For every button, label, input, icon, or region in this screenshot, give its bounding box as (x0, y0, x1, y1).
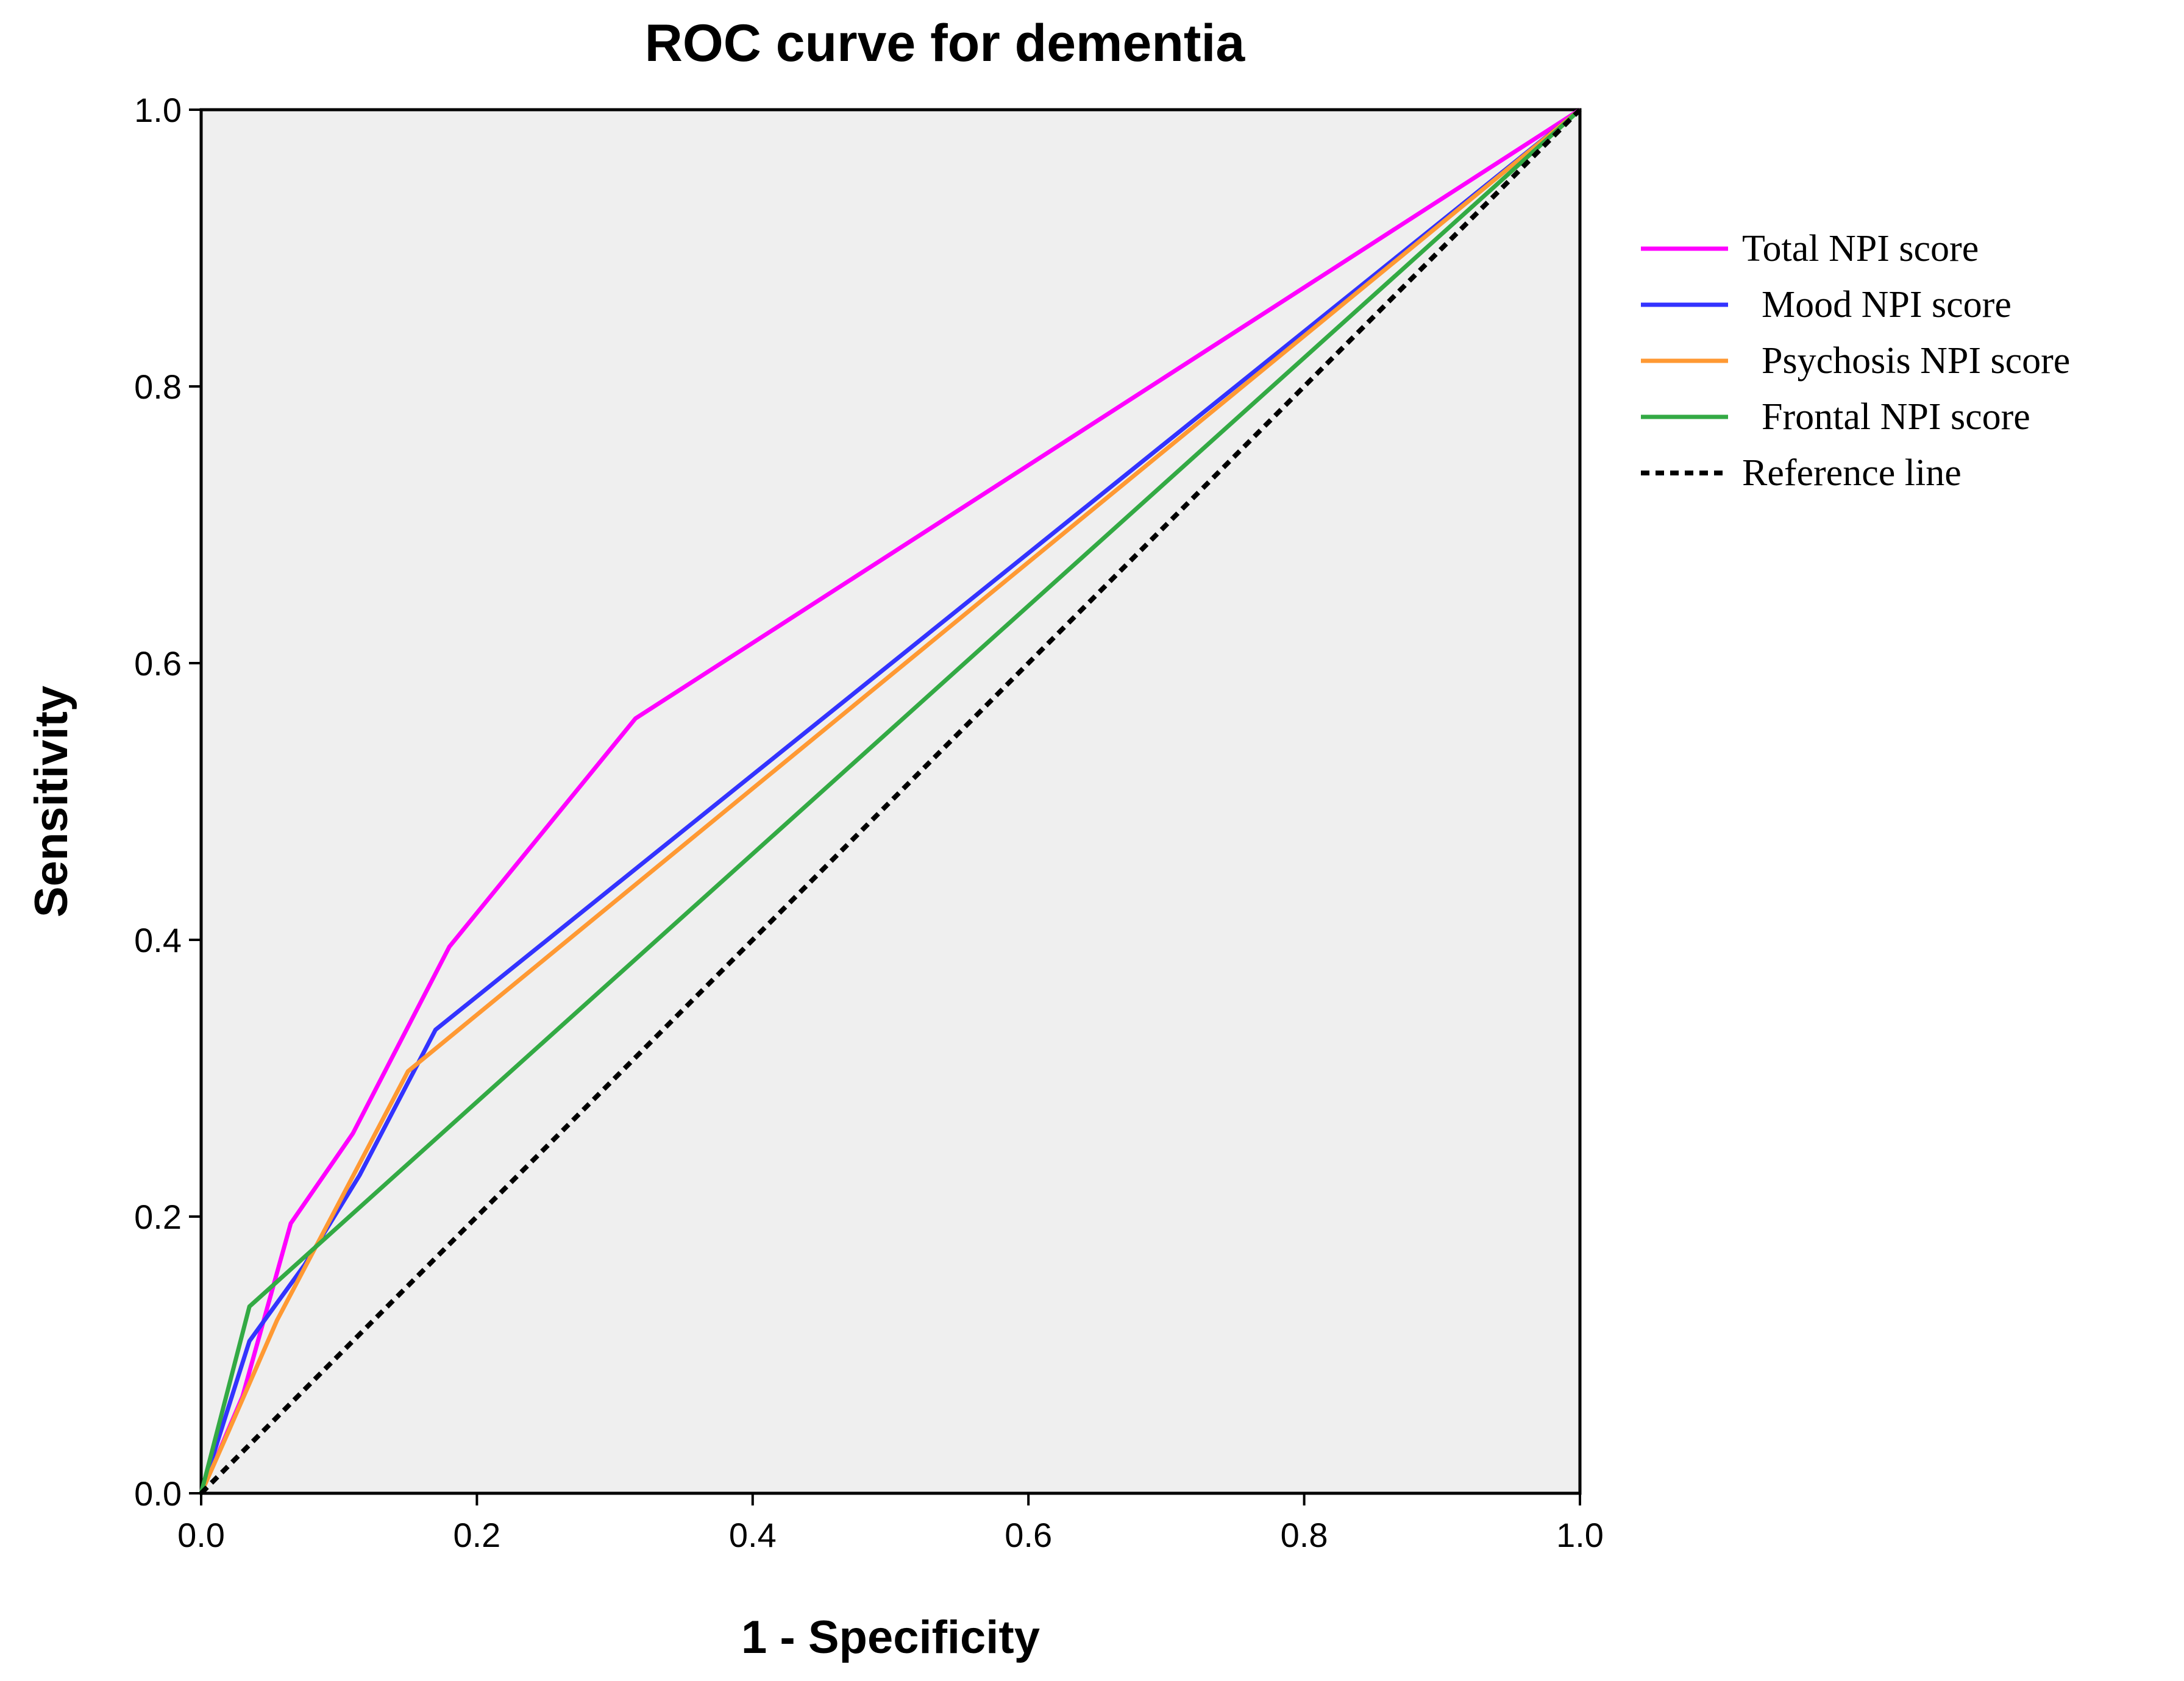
series-layer (199, 108, 1582, 1495)
chart-title: ROC curve for dementia (645, 14, 1246, 73)
x-tick-label: 0.0 (177, 1516, 225, 1554)
y-tick-label: 0.2 (134, 1198, 182, 1236)
series-line-reference-line (199, 108, 1582, 1495)
legend-label-mood-npi-score: Mood NPI score (1762, 284, 2011, 325)
axes-layer: 0.0 0.2 0.4 0.6 0.8 1.0 0.0 0.2 0.4 0.6 0.8 1.0 (134, 91, 1604, 1554)
series-line-frontal-npi-score (199, 108, 1582, 1494)
legend-label-frontal-npi-score: Frontal NPI score (1762, 396, 2030, 438)
y-tick-label: 0.0 (134, 1474, 182, 1513)
series-line-psychosis-npi-score (199, 108, 1582, 1494)
y-tick-label: 0.6 (134, 644, 182, 683)
legend-label-psychosis-npi-score: Psychosis NPI score (1762, 340, 2070, 382)
legend-label-reference-line: Reference line (1742, 452, 1962, 494)
legend-label-total-npi-score: Total NPI score (1742, 228, 1979, 269)
x-axis-label: 1 - Specificity (741, 1612, 1040, 1663)
x-tick-label: 1.0 (1556, 1516, 1604, 1554)
y-tick-label: 0.4 (134, 921, 182, 959)
x-tick-label: 0.6 (1005, 1516, 1052, 1554)
x-tick-label: 0.2 (453, 1516, 500, 1554)
y-tick-label: 1.0 (134, 91, 182, 129)
x-tick-label: 0.4 (729, 1516, 777, 1554)
x-tick-label: 0.8 (1281, 1516, 1328, 1554)
y-tick-label: 0.8 (134, 368, 182, 406)
legend: Total NPI score Mood NPI score Psychosis N… (1641, 228, 2070, 494)
y-axis-label: Sensitivity (26, 686, 77, 917)
